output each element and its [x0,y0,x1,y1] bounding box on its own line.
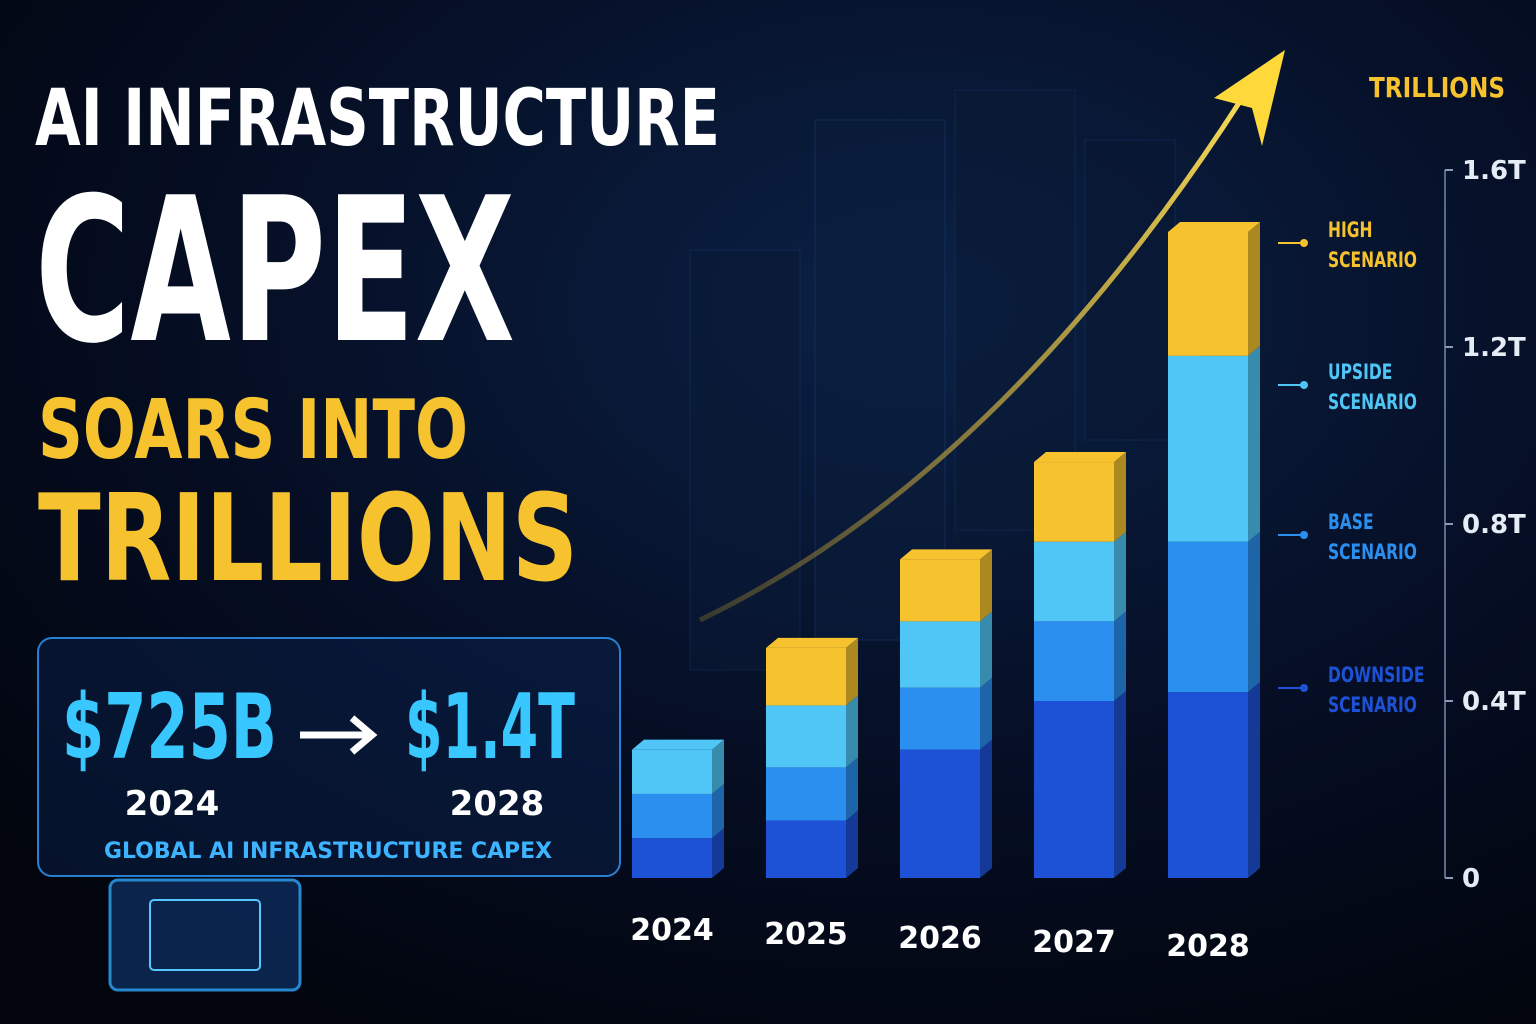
x-tick-label: 2028 [1166,929,1250,964]
legend-dot [1300,684,1308,692]
bar-segment [900,687,980,750]
to-year: 2028 [450,784,545,824]
from-value: $725B [62,675,277,780]
summary-box [37,637,621,877]
arrow-head [1214,50,1285,146]
bar-segment [632,793,712,839]
bar-segment [1168,231,1248,356]
bar-side [846,637,858,706]
y-tick-label: 1.2T [1462,333,1526,363]
bar-segment [1034,541,1114,622]
bar-segment [766,705,846,768]
legend-label: HIGH SCENARIO [1328,218,1417,272]
bar-top [1168,221,1260,232]
legend-dot [1300,239,1308,247]
bar-side [846,810,858,878]
bar-side [846,757,858,821]
headline: CAPEX [35,155,515,388]
arrow [300,715,378,755]
bar-top [1034,452,1126,463]
bar-side [1114,452,1126,542]
bar-segment [766,647,846,706]
bar-side [980,677,992,750]
chip-core [149,899,261,971]
from-year: 2024 [125,784,220,824]
bar-side [712,828,724,878]
bar-segment [1168,692,1248,878]
headline: SOARS INTO [38,383,468,478]
bar-segment [632,749,712,794]
caption: GLOBAL AI INFRASTRUCTURE CAPEX [104,839,552,864]
bar-segment [766,767,846,821]
bar-side [712,739,724,794]
y-tick-label: 0.8T [1462,510,1526,540]
legend-label: UPSIDE SCENARIO [1328,360,1417,414]
bar-top [632,739,724,750]
bar-side [846,695,858,768]
bar-segment [766,820,846,878]
bar-side [980,549,992,622]
legend-label: DOWNSIDE SCENARIO [1328,663,1425,717]
to-value: $1.4T [405,675,575,780]
legend-dot [1300,531,1308,539]
chip [108,878,302,992]
bar-side [1248,682,1260,878]
legend-label: BASE SCENARIO [1328,510,1417,564]
bar-side [1114,531,1126,622]
axis-unit: TRILLIONS [1369,71,1505,104]
bar-top [900,549,992,560]
x-tick-label: 2024 [630,913,714,948]
bar-top [766,637,858,648]
bar-segment [1168,541,1248,693]
bar-side [1114,691,1126,878]
bar-side [712,783,724,839]
bar-segment [900,559,980,622]
bar-side [1248,345,1260,542]
y-tick-label: 1.6T [1462,156,1526,186]
bar-segment [1168,355,1248,542]
bar-side [980,739,992,878]
headline: AI INFRASTRUCTURE [35,74,720,164]
y-tick-label: 0 [1462,864,1480,894]
headline: TRILLIONS [38,470,578,609]
bar-side [1248,531,1260,693]
bar-segment [1034,701,1114,878]
bar-side [1248,221,1260,356]
x-tick-label: 2025 [764,917,848,952]
growth-arrow [698,68,1263,623]
bar-side [1114,611,1126,701]
x-tick-label: 2026 [898,921,982,956]
x-tick-label: 2027 [1032,925,1116,960]
bar-segment [900,749,980,878]
bar-segment [1034,462,1114,542]
legend-dot [1300,381,1308,389]
bar-segment [632,838,712,878]
bar-side [980,611,992,688]
bar-segment [1034,621,1114,701]
y-tick-label: 0.4T [1462,687,1526,717]
bar-segment [900,621,980,688]
